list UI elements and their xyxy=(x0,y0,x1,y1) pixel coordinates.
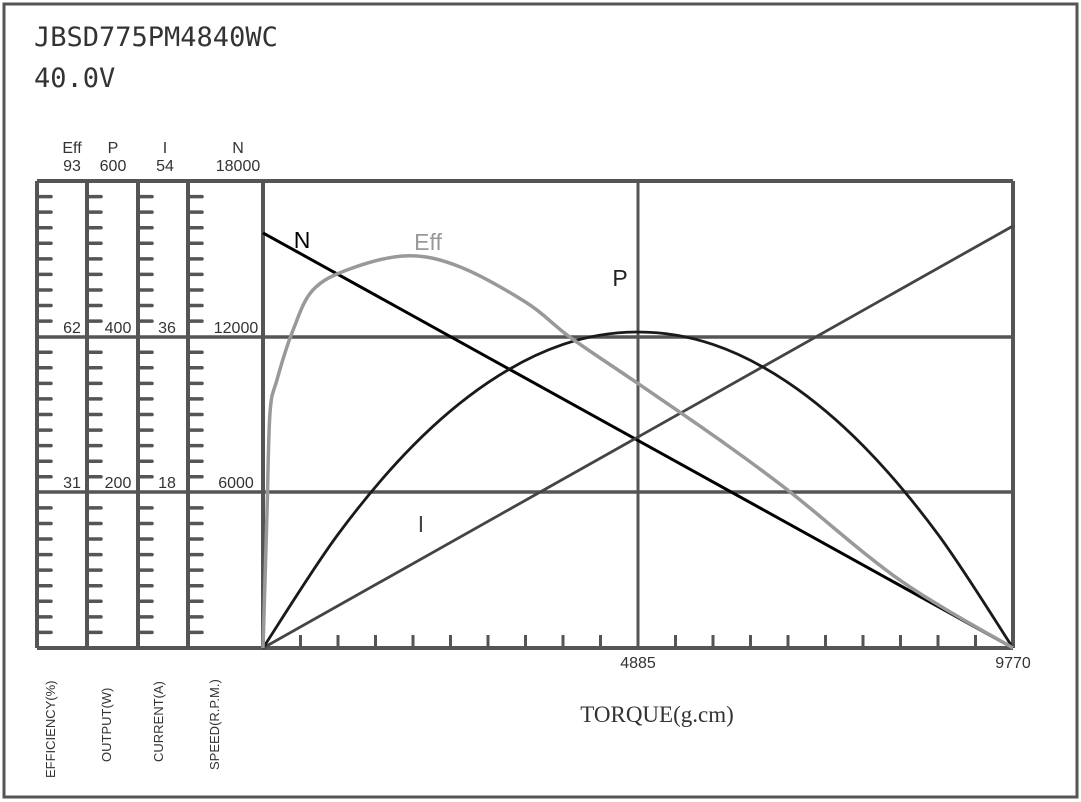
axis-tick-label: 62 xyxy=(63,320,81,337)
axis-title: OUTPUT(W) xyxy=(99,688,114,762)
axis-tick-label: 400 xyxy=(105,320,132,337)
axis-name-n: N xyxy=(232,140,244,157)
axis-max-label: 18000 xyxy=(216,158,261,175)
axis-title: CURRENT(A) xyxy=(151,681,166,762)
series-label-i: I xyxy=(418,511,424,537)
axis-name-i: I xyxy=(163,140,167,157)
axis-max-label: 54 xyxy=(156,158,174,175)
series-label-eff: Eff xyxy=(414,229,442,255)
axis-title: EFFICIENCY(%) xyxy=(43,681,58,779)
axis-name-p: P xyxy=(108,140,119,157)
voltage-label: 40.0V xyxy=(34,63,115,94)
x-tick-label: 4885 xyxy=(620,655,656,672)
axis-tick-label: 6000 xyxy=(218,475,254,492)
axis-tick-label: 200 xyxy=(105,475,132,492)
x-axis-label: TORQUE(g.cm) xyxy=(580,702,734,727)
series-i-line xyxy=(262,224,1014,650)
axis-max-label: 600 xyxy=(100,158,127,175)
series-label-n: N xyxy=(294,227,311,253)
axis-tick-label: 31 xyxy=(63,475,81,492)
axis-tick-label: 12000 xyxy=(214,320,259,337)
series-label-p: P xyxy=(612,265,627,291)
axis-tick-label: 18 xyxy=(158,475,176,492)
axis-max-label: 93 xyxy=(63,158,81,175)
axis-tick-label: 36 xyxy=(158,320,176,337)
axis-title: SPEED(R.P.M.) xyxy=(207,679,222,770)
model-title: JBSD775PM4840WC xyxy=(34,22,278,53)
series-p-line xyxy=(261,330,1015,649)
x-tick-label: 9770 xyxy=(995,655,1031,672)
series-n-line xyxy=(262,231,1014,650)
axis-name-eff: Eff xyxy=(62,140,82,157)
series-eff-line xyxy=(261,254,1014,650)
